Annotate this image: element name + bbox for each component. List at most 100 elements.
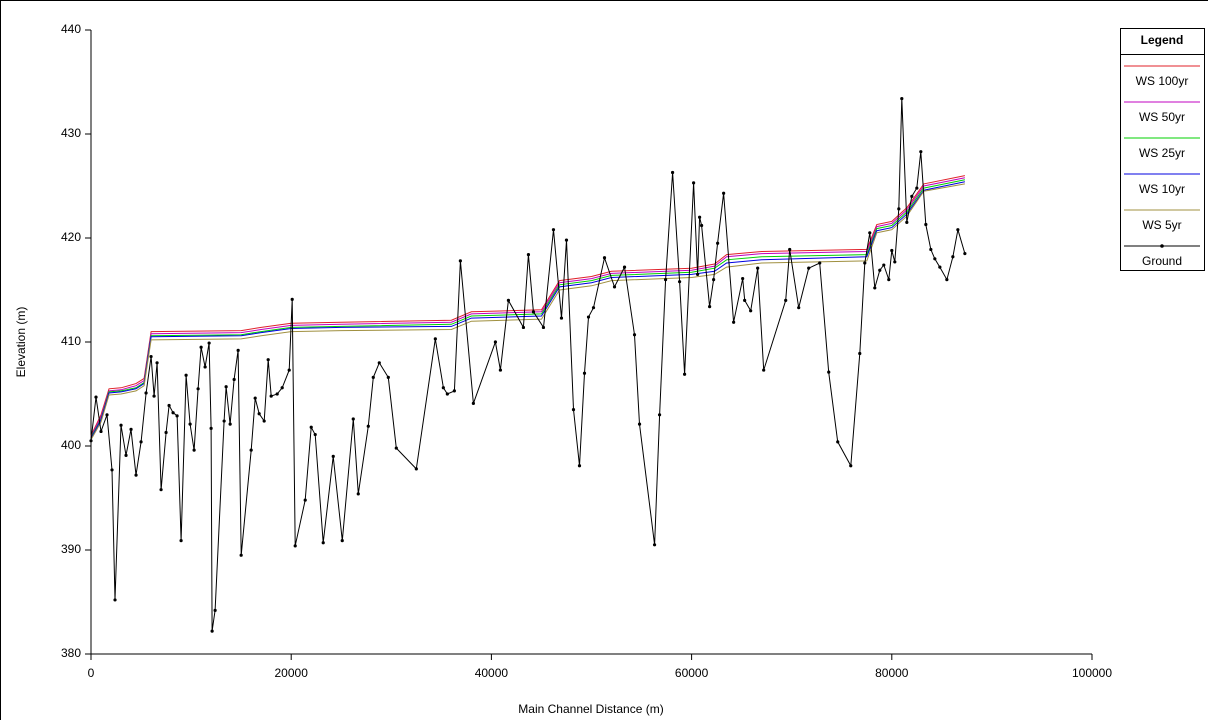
ground-point — [188, 422, 192, 426]
ground-point — [612, 285, 617, 289]
legend-label: Ground — [1142, 254, 1182, 268]
ground-point — [762, 368, 766, 372]
ground-point — [938, 265, 942, 269]
ground-point — [313, 432, 317, 437]
ground-point — [818, 261, 822, 265]
ground-point — [682, 372, 687, 376]
ground-point — [377, 361, 381, 365]
ground-point — [266, 358, 270, 362]
series-line — [90, 98, 966, 632]
ground-point — [749, 309, 753, 313]
ground-point — [807, 266, 811, 270]
ground-point — [213, 608, 217, 612]
ground-point — [716, 241, 720, 245]
ground-point — [657, 413, 662, 417]
ground-point — [175, 414, 179, 418]
ground-point — [119, 423, 123, 427]
ground-point — [249, 448, 253, 452]
ground-point — [622, 265, 627, 269]
ground-point — [105, 413, 109, 417]
ground-point — [139, 440, 143, 444]
ground-point — [445, 392, 449, 396]
ground-point — [878, 268, 882, 272]
ground-point — [303, 498, 307, 502]
ground-point — [210, 629, 214, 633]
y-tick-label: 410 — [61, 334, 81, 348]
ground-point — [184, 373, 188, 377]
ground-point — [897, 207, 901, 211]
ground-point — [945, 278, 949, 282]
ground-point — [371, 375, 375, 379]
ground-point — [366, 424, 370, 428]
ground-point — [602, 256, 607, 260]
x-tick-label: 60000 — [675, 666, 709, 680]
ground-point — [670, 170, 675, 175]
y-axis-title: Elevation (m) — [14, 307, 28, 378]
x-tick-label: 100000 — [1072, 666, 1112, 680]
ground-point — [144, 391, 148, 395]
series-line — [90, 175, 965, 436]
ground-point — [498, 368, 503, 372]
ground-point — [149, 354, 153, 359]
ground-point — [797, 306, 801, 310]
ground-point — [224, 385, 228, 389]
ground-point — [236, 348, 240, 352]
ground-point — [356, 492, 360, 496]
ground-point — [124, 453, 128, 457]
ground-point — [471, 401, 475, 405]
ground-point — [113, 598, 117, 602]
legend-label: WS 50yr — [1139, 110, 1185, 124]
ground-point — [708, 305, 712, 309]
ground-point — [887, 278, 891, 282]
ground-point — [732, 320, 736, 324]
ground-point — [196, 387, 200, 391]
legend-label: WS 10yr — [1139, 182, 1185, 196]
ground-point — [293, 544, 297, 548]
ground-point — [551, 228, 556, 232]
y-tick-label: 380 — [61, 646, 81, 660]
ground-point — [571, 408, 576, 412]
y-tick-label: 390 — [61, 542, 81, 556]
ground-point — [232, 377, 236, 382]
ground-point — [164, 430, 168, 435]
ground-point — [933, 257, 937, 261]
ground-point — [586, 315, 591, 319]
ground-point — [253, 396, 257, 400]
legend-label: WS 100yr — [1136, 74, 1189, 88]
ground-point — [882, 263, 886, 267]
x-tick-label: 0 — [88, 666, 95, 680]
ground-point — [900, 97, 904, 101]
ground-point — [203, 365, 207, 369]
ground-point — [788, 247, 792, 252]
ground-point — [591, 306, 596, 310]
ground-point — [722, 191, 726, 195]
legend-label: WS 5yr — [1142, 218, 1181, 232]
legend-title: Legend — [1141, 33, 1184, 47]
ground-point — [663, 278, 668, 282]
ground-point — [712, 278, 716, 282]
series-line — [90, 177, 965, 437]
ground-point — [849, 464, 853, 468]
x-tick-label: 20000 — [275, 666, 309, 680]
ground-point — [192, 448, 196, 452]
ground-point — [493, 340, 498, 344]
x-tick-label: 40000 — [475, 666, 509, 680]
ground-point — [280, 386, 284, 390]
y-tick-label: 440 — [61, 22, 81, 36]
ground-point — [452, 389, 456, 393]
ground-point — [275, 392, 279, 396]
ground-point — [905, 220, 909, 224]
ground-point — [956, 228, 960, 232]
ground-point — [351, 417, 355, 421]
ground-point — [564, 238, 569, 242]
ground-point — [506, 298, 511, 302]
ground-point — [309, 425, 313, 429]
ground-point — [134, 473, 138, 477]
legend-label: WS 25yr — [1139, 146, 1185, 160]
ground-point — [577, 464, 582, 468]
ground-point — [743, 298, 747, 302]
ground-point — [228, 422, 232, 426]
series-line — [90, 181, 966, 439]
